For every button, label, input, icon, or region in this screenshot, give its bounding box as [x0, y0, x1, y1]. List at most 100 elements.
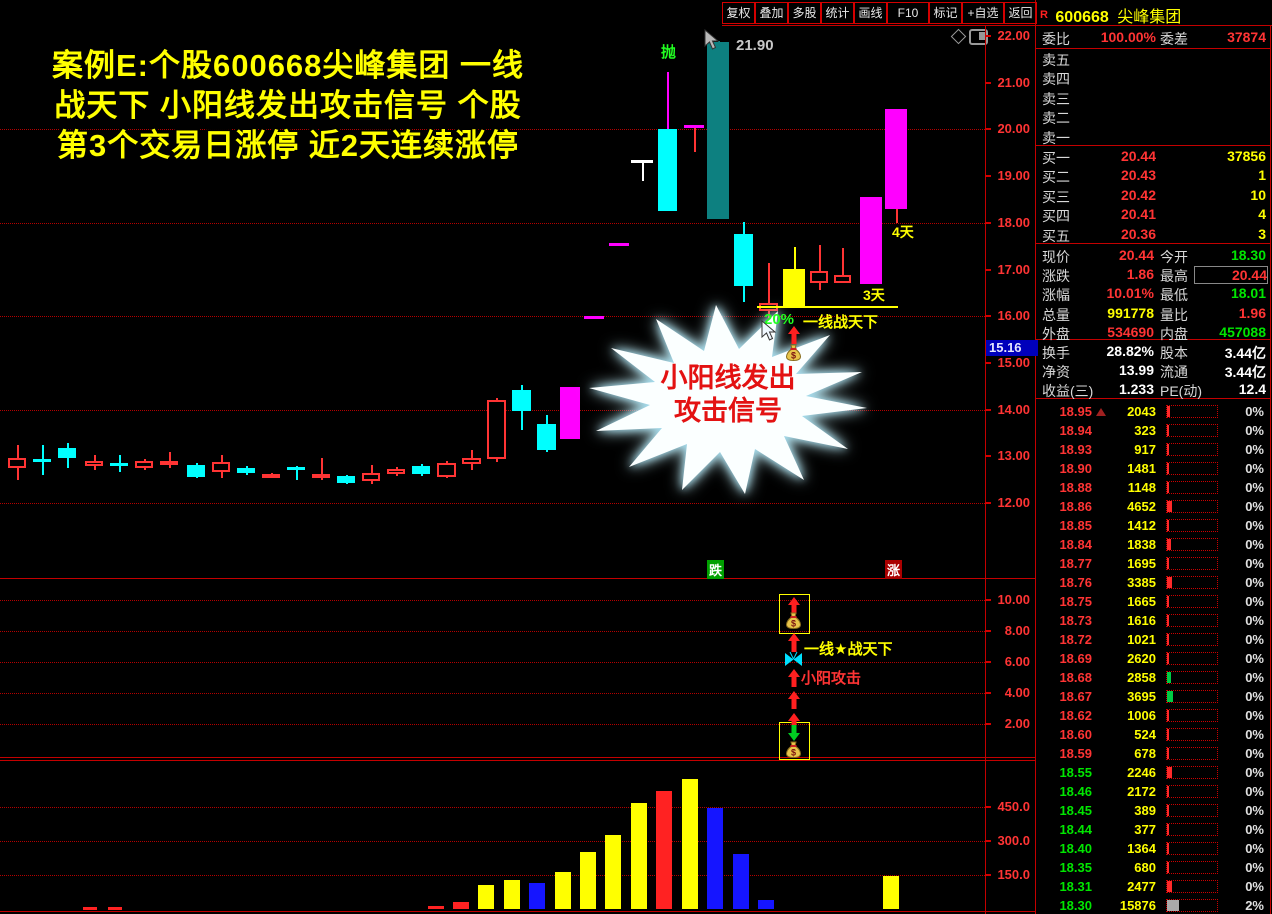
buy-price: 20.44 [1120, 148, 1156, 164]
trade-row[interactable]: 18.59 678 0% [1036, 744, 1272, 763]
toolbar: 复权 叠加 多股 统计 画线 F10 标记 +自选 返回 [0, 0, 1272, 26]
gridline-indicator [0, 631, 985, 632]
gridline-indicator [0, 693, 985, 694]
trade-row[interactable]: 18.44 377 0% [1036, 820, 1272, 839]
candle-dash [584, 316, 604, 319]
trade-bar-fill [1167, 767, 1172, 778]
quote-value: 3.44亿 [1224, 364, 1266, 381]
trade-row[interactable]: 18.95 2043 0% [1036, 402, 1272, 421]
quote-label: 内盘 [1160, 325, 1188, 342]
trade-row[interactable]: 18.86 4652 0% [1036, 497, 1272, 516]
trade-price: 18.55 [1059, 765, 1092, 780]
trade-row[interactable]: 18.93 917 0% [1036, 440, 1272, 459]
trade-row[interactable]: 18.31 2477 0% [1036, 877, 1272, 896]
panel-toggle-icon[interactable] [969, 29, 988, 45]
day4-label: 4天 [892, 224, 914, 240]
trade-row[interactable]: 18.46 2172 0% [1036, 782, 1272, 801]
axis-label-18.00: 18.00 [997, 215, 1030, 230]
trade-bar [1166, 804, 1218, 817]
toolbar-button-复权[interactable]: 复权 [722, 2, 755, 24]
trade-bar-fill [1167, 577, 1172, 588]
quote-row: 换手 28.82% 股本 3.44亿 [1036, 342, 1272, 361]
candle-up-hollow [387, 469, 405, 474]
axis-tick [985, 455, 991, 457]
trade-price: 18.40 [1059, 841, 1092, 856]
butterfly-icon [784, 651, 803, 668]
quote-row: 现价 20.44 今开 18.30 [1036, 246, 1272, 265]
buy-price: 20.43 [1120, 167, 1156, 184]
trade-price: 18.67 [1059, 689, 1092, 704]
trade-row[interactable]: 18.60 524 0% [1036, 725, 1272, 744]
volume-bar [682, 779, 698, 909]
trade-row[interactable]: 18.73 1616 0% [1036, 611, 1272, 630]
trade-row[interactable]: 18.75 1665 0% [1036, 592, 1272, 611]
trade-row[interactable]: 18.40 1364 0% [1036, 839, 1272, 858]
up-arrow-icon [787, 597, 801, 614]
trade-row[interactable]: 18.62 1006 0% [1036, 706, 1272, 725]
trade-row[interactable]: 18.85 1412 0% [1036, 516, 1272, 535]
quote-label: PE(动) [1160, 383, 1202, 400]
sell-label: 卖三 [1042, 90, 1070, 107]
trade-row[interactable]: 18.77 1695 0% [1036, 554, 1272, 573]
toolbar-button-画线[interactable]: 画线 [854, 2, 887, 24]
toolbar-button-叠加[interactable]: 叠加 [755, 2, 788, 24]
day3-label: 3天 [863, 287, 885, 303]
trade-row[interactable]: 18.69 2620 0% [1036, 649, 1272, 668]
toolbar-button-标记[interactable]: 标记 [929, 2, 962, 24]
trade-bar [1166, 728, 1218, 741]
trade-row[interactable]: 18.72 1021 0% [1036, 630, 1272, 649]
trade-bar-fill [1167, 444, 1169, 455]
trade-row[interactable]: 18.45 389 0% [1036, 801, 1272, 820]
toolbar-button-多股[interactable]: 多股 [788, 2, 821, 24]
volume-bar [605, 835, 621, 909]
axis-label-16.00: 16.00 [997, 308, 1030, 323]
quote-label: 最低 [1160, 287, 1188, 304]
trade-volume: 323 [1134, 423, 1156, 438]
toolbar-button-统计[interactable]: 统计 [821, 2, 854, 24]
trade-bar-fill [1167, 520, 1169, 531]
trade-bar-fill [1167, 824, 1169, 835]
toolbar-button-返回[interactable]: 返回 [1004, 2, 1037, 24]
quote-label: 流通 [1160, 364, 1188, 381]
diamond-icon[interactable] [950, 28, 967, 45]
candle-body [658, 129, 677, 211]
candle-up-hollow [212, 462, 230, 472]
trade-row[interactable]: 18.55 2246 0% [1036, 763, 1272, 782]
trade-pct: 0% [1245, 423, 1264, 438]
toolbar-button-+自选[interactable]: +自选 [962, 2, 1004, 24]
volume-bar [428, 906, 444, 909]
trade-bar-fill [1167, 710, 1169, 721]
trade-price: 18.95 [1059, 404, 1092, 419]
axis-label-2.00: 2.00 [1004, 716, 1030, 731]
trade-row[interactable]: 18.88 1148 0% [1036, 478, 1272, 497]
trade-row[interactable]: 18.94 323 0% [1036, 421, 1272, 440]
trade-price: 18.35 [1059, 860, 1092, 875]
candle-wick [819, 245, 821, 290]
axis-label-17.00: 17.00 [997, 262, 1030, 277]
trade-row[interactable]: 18.67 3695 0% [1036, 687, 1272, 706]
trade-row[interactable]: 18.35 680 0% [1036, 858, 1272, 877]
trade-row[interactable]: 18.84 1838 0% [1036, 535, 1272, 554]
trade-bar [1166, 823, 1218, 836]
trade-row[interactable]: 18.30 15876 2% [1036, 896, 1272, 914]
trade-row[interactable]: 18.68 2858 0% [1036, 668, 1272, 687]
candle-body [707, 42, 729, 219]
sell-row-卖四: 卖四 [1036, 68, 1272, 87]
caption-line-2: 战天下 小阳线发出攻击信号 个股 [54, 88, 522, 123]
axis-tick [985, 840, 991, 842]
trade-bar [1166, 614, 1218, 627]
candle-up-hollow [437, 463, 456, 477]
trade-row[interactable]: 18.76 3385 0% [1036, 573, 1272, 592]
trade-bar [1166, 481, 1218, 494]
trade-row[interactable]: 18.90 1481 0% [1036, 459, 1272, 478]
trade-pct: 0% [1245, 613, 1264, 628]
up-arrow-icon [787, 326, 801, 344]
trade-bar-fill [1167, 482, 1169, 493]
candle-dash [684, 125, 704, 128]
quote-value: 1.96 [1238, 304, 1266, 321]
quote-label: 换手 [1042, 345, 1070, 361]
trade-pct: 0% [1245, 461, 1264, 476]
registered-flag: R [1040, 9, 1048, 21]
toolbar-button-F10[interactable]: F10 [887, 2, 929, 24]
trade-bar-fill [1167, 406, 1170, 417]
